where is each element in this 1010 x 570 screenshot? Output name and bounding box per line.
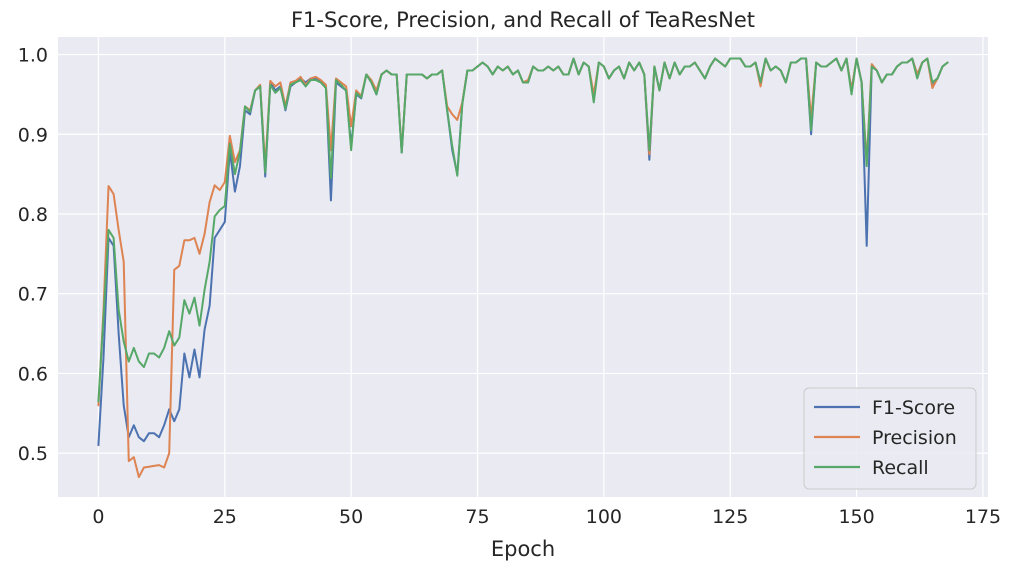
x-tick-label: 50 (339, 506, 363, 528)
x-tick-label: 75 (465, 506, 489, 528)
y-tick-label: 0.7 (18, 284, 48, 306)
y-tick-label: 1.0 (18, 45, 48, 67)
chart-title: F1-Score, Precision, and Recall of TeaRe… (291, 8, 755, 32)
legend-label: F1-Score (872, 397, 955, 419)
grid (58, 37, 988, 497)
x-tick-label: 175 (965, 506, 1001, 528)
x-tick-label: 150 (838, 506, 874, 528)
y-axis-ticks: 0.5 0.6 0.7 0.8 0.9 1.0 (18, 45, 48, 466)
x-axis-label: Epoch (491, 537, 555, 561)
series-line-recall (97, 57, 949, 403)
y-tick-label: 0.9 (18, 124, 48, 146)
legend-label: Precision (872, 427, 957, 449)
x-tick-label: 100 (586, 506, 622, 528)
legend-label: Recall (872, 457, 929, 479)
y-tick-label: 0.5 (18, 443, 48, 465)
y-tick-label: 0.8 (18, 204, 48, 226)
x-tick-label: 25 (213, 506, 237, 528)
legend-box (803, 387, 977, 490)
x-axis-ticks: 0 25 50 75 100 125 150 175 (92, 506, 1001, 528)
y-tick-label: 0.6 (18, 363, 48, 385)
legend: F1-Score Precision Recall (803, 387, 977, 490)
x-tick-label: 125 (712, 506, 748, 528)
series-group (97, 57, 949, 479)
x-tick-label: 0 (92, 506, 104, 528)
